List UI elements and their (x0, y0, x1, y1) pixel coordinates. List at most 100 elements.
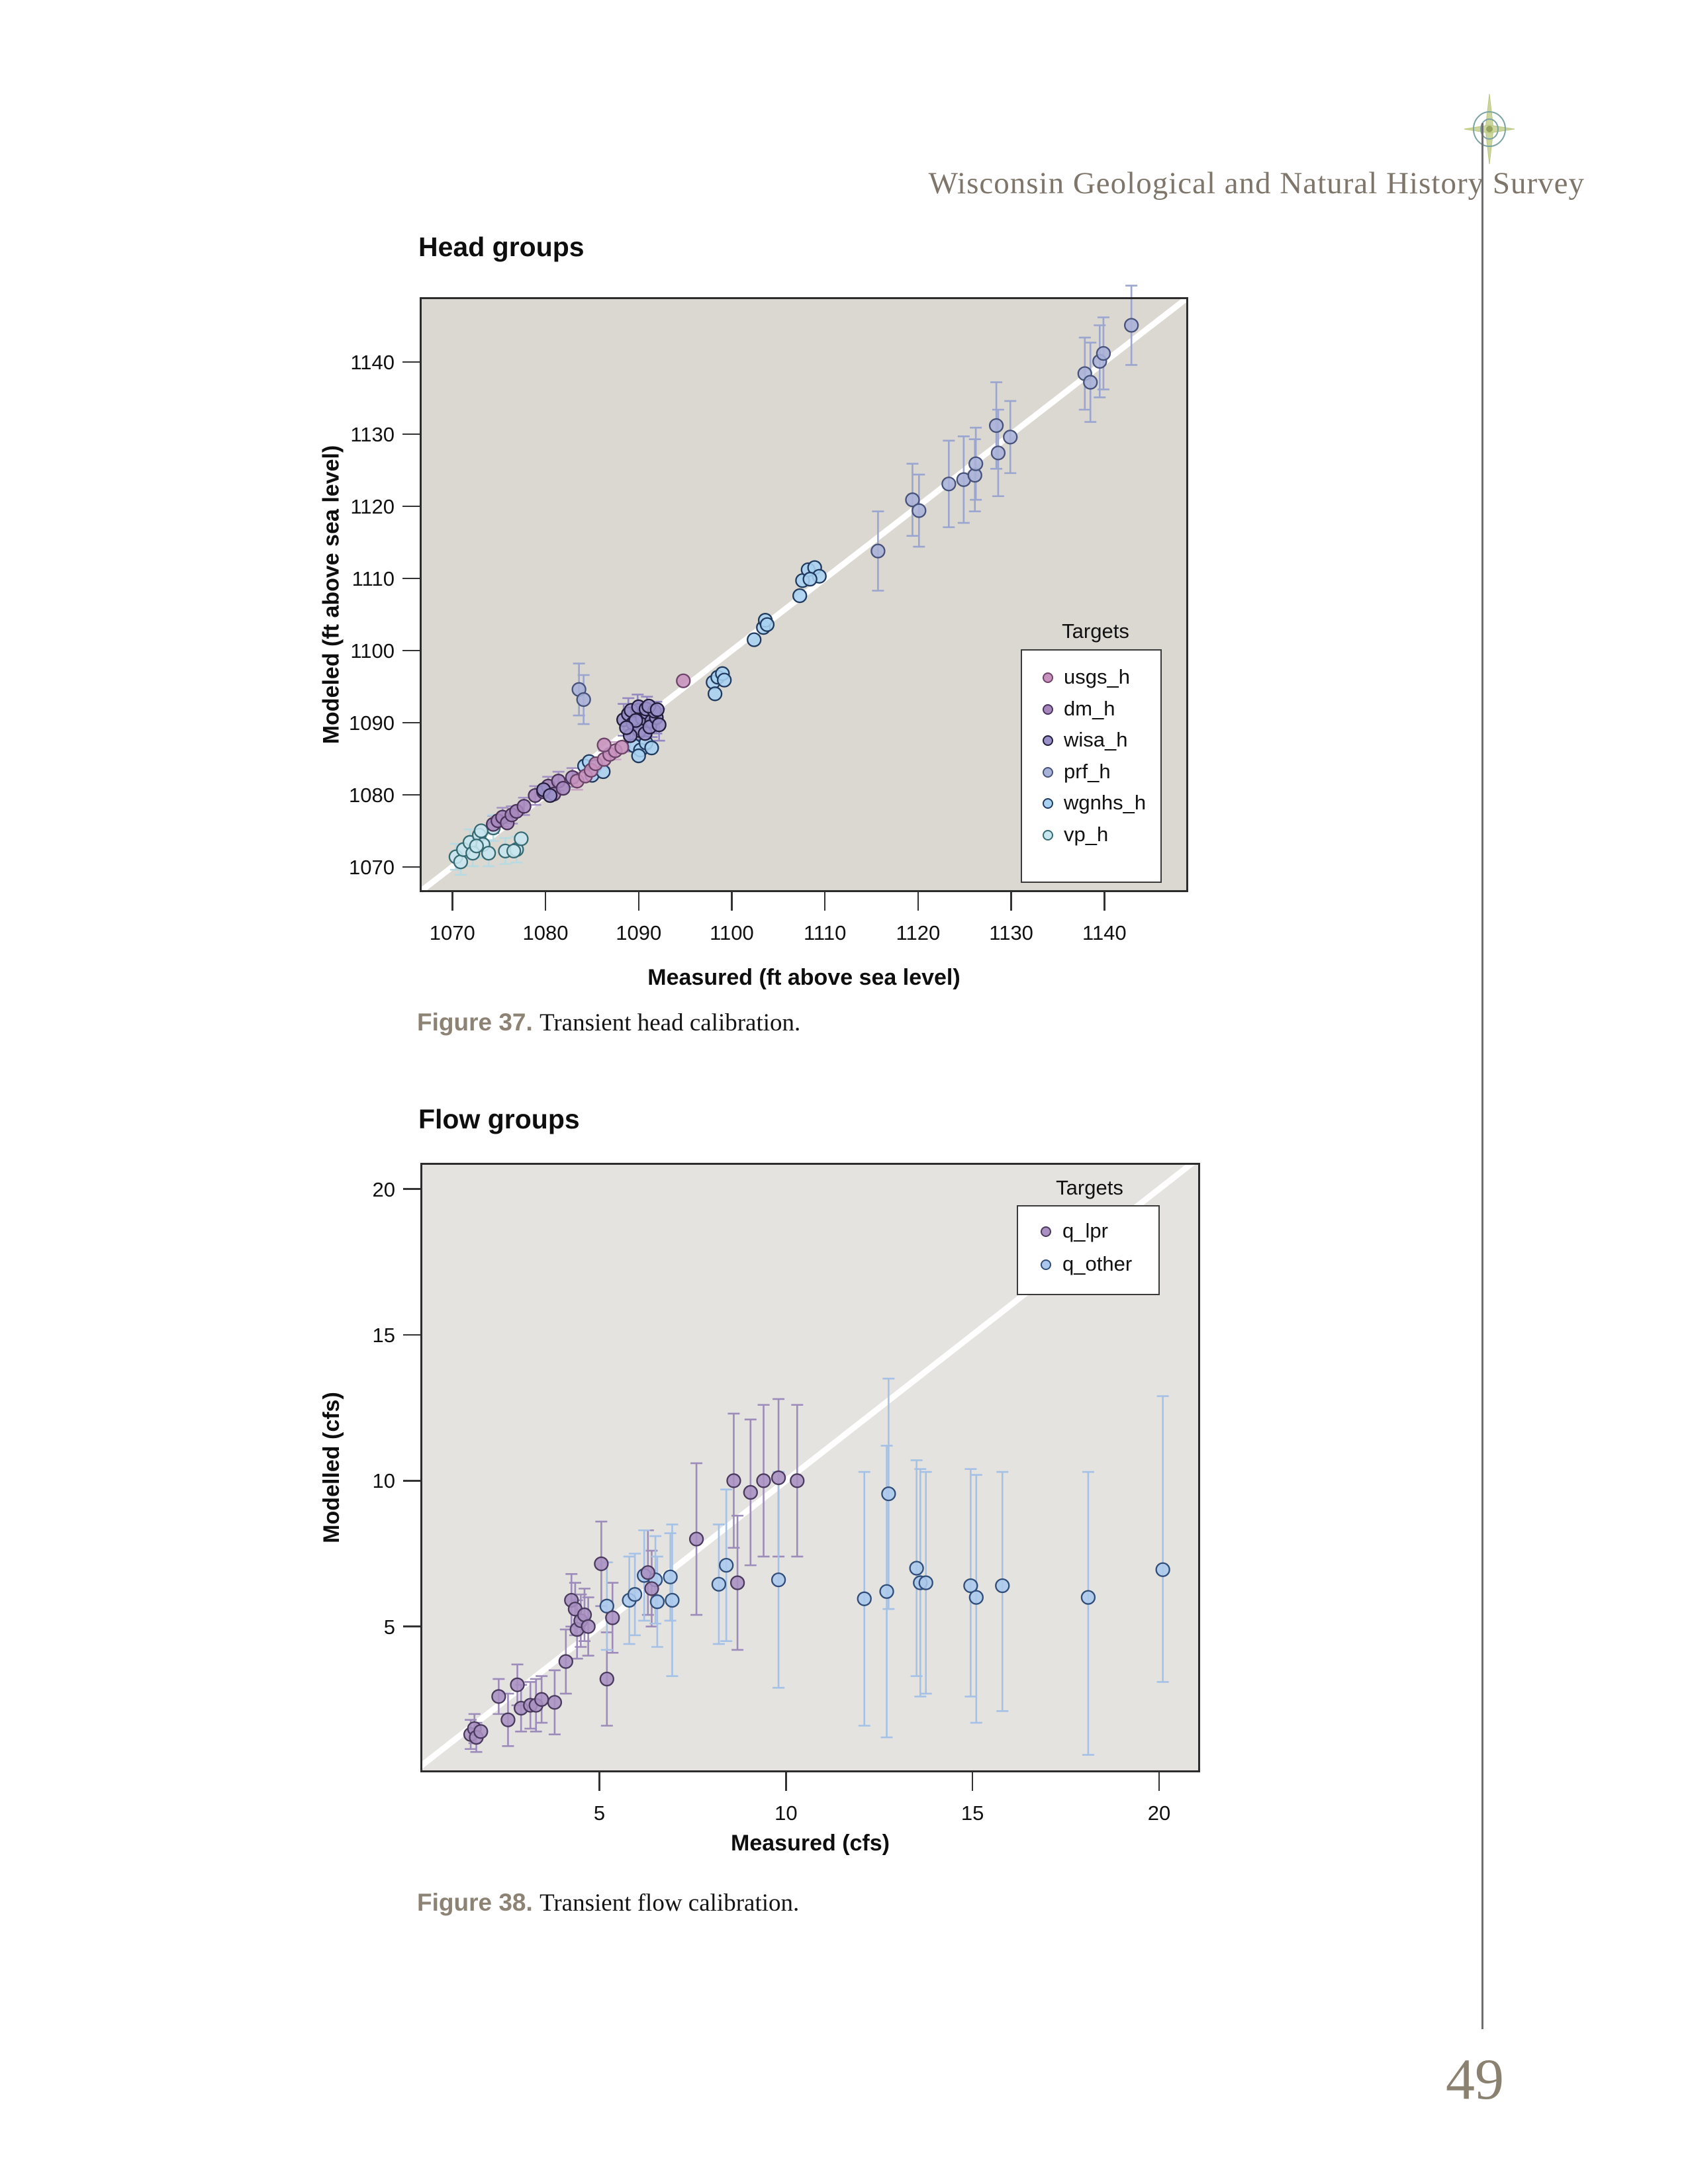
y-tick (403, 1334, 420, 1336)
y-axis-label-text: Modeled (ft above sea level) (318, 445, 344, 745)
x-tick (731, 892, 733, 911)
legend-item-label-usgs_h: usgs_h (1064, 665, 1130, 688)
y-tick-label: 20 (372, 1177, 395, 1201)
prf_h-point (912, 503, 927, 518)
wgnhs_h-point (717, 672, 732, 688)
q_other-point (719, 1557, 734, 1573)
usgs_h-point (596, 737, 612, 752)
prf_h-point (990, 445, 1006, 461)
chart-title-flow-groups: Flow groups (418, 1104, 580, 1134)
q_other-point (649, 1594, 665, 1610)
prf_h-point (1096, 345, 1111, 361)
legend-swatch-vp_h (1043, 829, 1053, 841)
legend-swatch-prf_h (1043, 766, 1053, 778)
vp_h-point (453, 854, 469, 870)
prf_h-point (941, 477, 957, 492)
y-tick (402, 577, 420, 580)
q_lpr-point (558, 1654, 573, 1669)
q_lpr-series (463, 1470, 805, 1745)
scatter-canvas (418, 285, 1190, 895)
vp_h-point (506, 843, 522, 859)
q_other-point (909, 1561, 924, 1576)
legend-item-label-wisa_h: wisa_h (1064, 728, 1128, 751)
x-tick (1010, 892, 1012, 911)
vp_h-point (469, 839, 484, 854)
vp_h-point (514, 831, 529, 846)
q_other-point (857, 1591, 872, 1606)
x-tick-label: 1100 (710, 921, 754, 944)
q_lpr-point (581, 1619, 596, 1634)
wgnhs_h-point (644, 740, 659, 756)
x-tick (917, 892, 919, 911)
y-tick (402, 794, 420, 796)
figure-38-caption-label: Figure 38. (417, 1889, 533, 1916)
vp_h-point (481, 846, 496, 861)
wgnhs_h-point (747, 632, 762, 647)
x-tick-label: 5 (593, 1801, 606, 1825)
q_other-point (665, 1592, 680, 1608)
q_other-point (663, 1569, 678, 1584)
q_lpr-point (473, 1724, 489, 1739)
plot-area-head-groups: 1070 1080 1090 1100 1110 1120 1130 1140 1070 1080… (349, 285, 1190, 944)
x-tick (544, 892, 547, 911)
q_lpr-point (599, 1671, 614, 1687)
prf_h-point (870, 543, 886, 559)
q_other-point (968, 1590, 984, 1605)
q_lpr-point (491, 1689, 506, 1704)
figure-37-caption-text: Transient head calibration. (539, 1009, 801, 1036)
y-tick-label: 1080 (349, 783, 395, 807)
x-tick-label: 1090 (616, 921, 662, 944)
legend-swatch-q_lpr (1041, 1226, 1051, 1237)
q_other-point (599, 1598, 614, 1614)
q_other-point (1080, 1590, 1096, 1605)
x-axis-label: Measured (cfs) (731, 1831, 890, 1856)
q_other-point (879, 1584, 894, 1599)
x-axis-label: Measured (ft above sea level) (647, 965, 961, 990)
wisa_h-point (619, 720, 634, 735)
x-tick-label: 1130 (989, 921, 1033, 944)
y-tick (403, 1188, 420, 1190)
q_lpr-point (756, 1473, 771, 1488)
q_other-series (599, 1486, 1170, 1614)
dm_h-series (486, 770, 580, 832)
q_other-point (995, 1578, 1010, 1594)
q_other-point (627, 1587, 643, 1602)
prf_h-point (1083, 375, 1098, 390)
y-axis-label-text: Modelled (cfs) (318, 1392, 344, 1543)
q_lpr-point (594, 1556, 609, 1572)
usgs_h-series (569, 673, 691, 789)
wisa_h-series (536, 698, 667, 803)
q_lpr-point (640, 1565, 655, 1580)
x-tick-label: 15 (961, 1801, 984, 1825)
y-tick (402, 721, 420, 724)
prf_h-point (1124, 318, 1139, 333)
legend-item-label-q_lpr: q_lpr (1062, 1219, 1108, 1242)
x-tick-label: 1120 (896, 921, 941, 944)
right-vertical-rule (1481, 123, 1483, 2029)
wisa_h-point (542, 788, 558, 803)
x-tick-label: 1140 (1082, 921, 1127, 944)
figure-37-caption: Figure 37. Transient head calibration. (417, 1009, 800, 1037)
legend-swatch-wisa_h (1043, 735, 1053, 746)
y-tick-label: 1110 (352, 567, 395, 590)
q_lpr-point (547, 1695, 563, 1710)
q_lpr-point (790, 1473, 805, 1488)
x-tick (823, 892, 826, 911)
q_lpr-point (510, 1677, 525, 1692)
legend-item-label-dm_h: dm_h (1064, 696, 1115, 720)
figure-38-caption: Figure 38. Transient flow calibration. (417, 1889, 799, 1917)
y-tick-label: 1120 (350, 495, 395, 518)
legend-box: usgs_h dm_h wisa_h prf_h wgnhs_h vp_h (1021, 649, 1162, 883)
wisa_h-point (649, 702, 665, 717)
q_lpr-point (743, 1484, 758, 1500)
y-tick-label: 1130 (350, 423, 395, 447)
page-number: 49 (1446, 2048, 1504, 2112)
y-tick-label: 5 (383, 1615, 395, 1639)
x-tick (1103, 892, 1105, 911)
x-tick (451, 892, 453, 911)
x-tick (1158, 1772, 1160, 1791)
q_other-point (1155, 1562, 1170, 1577)
q_lpr-point (605, 1610, 620, 1625)
wgnhs_h-point (802, 571, 818, 587)
